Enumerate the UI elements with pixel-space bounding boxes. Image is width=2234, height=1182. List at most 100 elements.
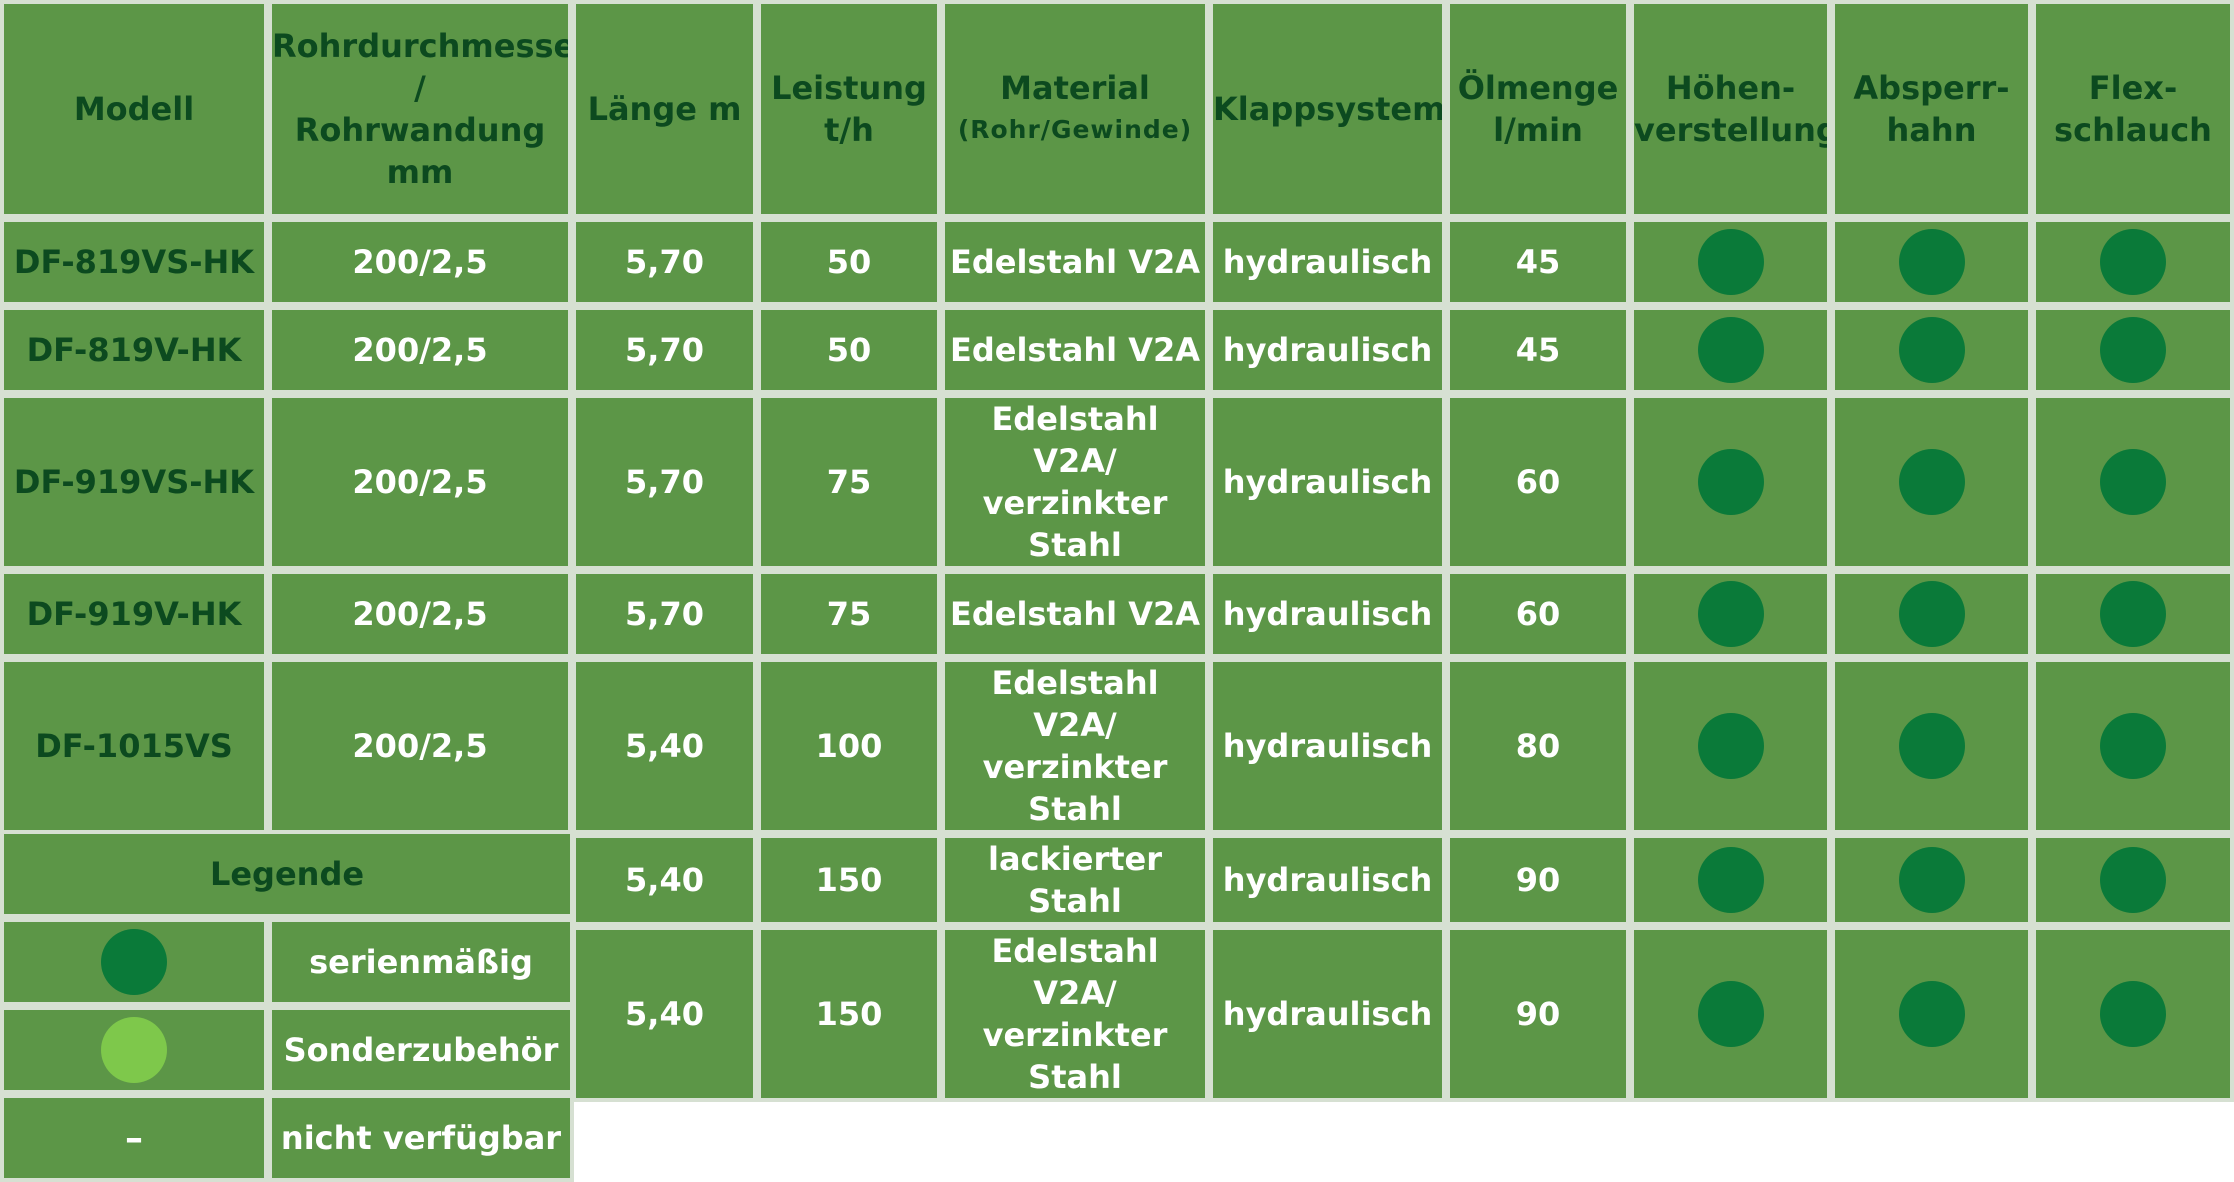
standard-dot-icon — [1898, 713, 1965, 779]
cell-oelmenge: 45 — [1446, 306, 1630, 394]
cell-absperrhahn — [1831, 658, 2032, 834]
header-material: Material (Rohr/Gewinde) — [941, 0, 1209, 218]
cell-klappsystem: hydraulisch — [1209, 570, 1446, 658]
legend-symbol-cell: – — [0, 1094, 268, 1182]
standard-dot-icon — [1697, 713, 1764, 779]
cell-laenge: 5,40 — [572, 926, 757, 1102]
cell-material: Edelstahl V2A/verzinkter Stahl — [941, 658, 1209, 834]
cell-oelmenge: 80 — [1446, 658, 1630, 834]
cell-leistung: 50 — [757, 306, 941, 394]
standard-dot-icon — [1898, 581, 1965, 647]
legend-symbol-cell — [0, 918, 268, 1006]
legend-table: Legende serienmäßig Sonderzubehör – nich… — [0, 830, 574, 1182]
cell-klappsystem: hydraulisch — [1209, 218, 1446, 306]
cell-rohr: 200/2,5 — [268, 218, 572, 306]
header-rohrdurchmesser: Rohrdurchmesser / Rohrwandung mm — [268, 0, 572, 218]
cell-hoehenverstellung — [1630, 834, 1831, 926]
standard-dot-icon — [2100, 981, 2166, 1047]
legend-label-option: Sonderzubehör — [268, 1006, 574, 1094]
cell-klappsystem: hydraulisch — [1209, 394, 1446, 570]
standard-dot-icon — [1697, 229, 1764, 295]
standard-dot-icon — [1898, 981, 1965, 1047]
standard-dot-icon — [1697, 317, 1764, 383]
option-dot-icon — [101, 1017, 167, 1083]
cell-hoehenverstellung — [1630, 658, 1831, 834]
legend-row-standard: serienmäßig — [0, 918, 574, 1006]
cell-leistung: 100 — [757, 658, 941, 834]
standard-dot-icon — [1697, 581, 1764, 647]
cell-laenge: 5,70 — [572, 570, 757, 658]
cell-material: lackierter Stahl — [941, 834, 1209, 926]
cell-modell: DF-819VS-HK — [0, 218, 268, 306]
table-row: DF-1015VS 200/2,5 5,40 100 Edelstahl V2A/ver… — [0, 658, 2234, 834]
standard-dot-icon — [1697, 981, 1764, 1047]
cell-flexschlauch — [2032, 570, 2234, 658]
cell-absperrhahn — [1831, 926, 2032, 1102]
cell-rohr: 200/2,5 — [268, 658, 572, 834]
cell-leistung: 50 — [757, 218, 941, 306]
standard-dot-icon — [1898, 449, 1965, 515]
cell-leistung: 150 — [757, 926, 941, 1102]
header-flexschlauch: Flex- schlauch — [2032, 0, 2234, 218]
standard-dot-icon — [2100, 229, 2166, 295]
table-row: DF-919V-HK 200/2,5 5,70 75 Edelstahl V2A hydr… — [0, 570, 2234, 658]
standard-dot-icon — [2100, 449, 2166, 515]
cell-rohr: 200/2,5 — [268, 394, 572, 570]
standard-dot-icon — [1898, 847, 1965, 913]
cell-laenge: 5,70 — [572, 218, 757, 306]
cell-flexschlauch — [2032, 306, 2234, 394]
cell-klappsystem: hydraulisch — [1209, 658, 1446, 834]
dash-icon: – — [125, 1117, 143, 1159]
table-row: DF-819V-HK 200/2,5 5,70 50 Edelstahl V2A hydr… — [0, 306, 2234, 394]
legend-title-row: Legende — [0, 830, 574, 918]
cell-hoehenverstellung — [1630, 306, 1831, 394]
cell-laenge: 5,40 — [572, 834, 757, 926]
legend-label-unavailable: nicht verfügbar — [268, 1094, 574, 1182]
header-hoehenverstellung: Höhen- verstellung — [1630, 0, 1831, 218]
header-oelmenge: Ölmenge l/min — [1446, 0, 1630, 218]
cell-klappsystem: hydraulisch — [1209, 306, 1446, 394]
cell-flexschlauch — [2032, 394, 2234, 570]
standard-dot-icon — [1697, 449, 1764, 515]
header-row: Modell Rohrdurchmesser / Rohrwandung mm … — [0, 0, 2234, 218]
cell-rohr: 200/2,5 — [268, 306, 572, 394]
standard-dot-icon — [2100, 713, 2166, 779]
cell-laenge: 5,40 — [572, 658, 757, 834]
cell-hoehenverstellung — [1630, 394, 1831, 570]
cell-modell: DF-919VS-HK — [0, 394, 268, 570]
legend-row-unavailable: – nicht verfügbar — [0, 1094, 574, 1182]
legend-label-standard: serienmäßig — [268, 918, 574, 1006]
cell-material: Edelstahl V2A — [941, 570, 1209, 658]
cell-flexschlauch — [2032, 926, 2234, 1102]
cell-hoehenverstellung — [1630, 218, 1831, 306]
cell-modell: DF-919V-HK — [0, 570, 268, 658]
legend-title: Legende — [0, 830, 574, 918]
cell-hoehenverstellung — [1630, 926, 1831, 1102]
cell-laenge: 5,70 — [572, 394, 757, 570]
cell-laenge: 5,70 — [572, 306, 757, 394]
cell-material: Edelstahl V2A/verzinkter Stahl — [941, 394, 1209, 570]
cell-leistung: 75 — [757, 570, 941, 658]
cell-absperrhahn — [1831, 570, 2032, 658]
standard-dot-icon — [101, 929, 167, 995]
cell-oelmenge: 45 — [1446, 218, 1630, 306]
table-row: DF-919VS-HK 200/2,5 5,70 75 Edelstahl V2A/ve… — [0, 394, 2234, 570]
cell-flexschlauch — [2032, 218, 2234, 306]
cell-material: Edelstahl V2A — [941, 218, 1209, 306]
standard-dot-icon — [1898, 317, 1965, 383]
cell-klappsystem: hydraulisch — [1209, 834, 1446, 926]
cell-absperrhahn — [1831, 218, 2032, 306]
legend-symbol-cell — [0, 1006, 268, 1094]
cell-absperrhahn — [1831, 306, 2032, 394]
cell-hoehenverstellung — [1630, 570, 1831, 658]
header-absperrhahn: Absperr- hahn — [1831, 0, 2032, 218]
standard-dot-icon — [1898, 229, 1965, 295]
cell-modell: DF-1015VS — [0, 658, 268, 834]
standard-dot-icon — [2100, 317, 2166, 383]
cell-oelmenge: 90 — [1446, 834, 1630, 926]
cell-leistung: 75 — [757, 394, 941, 570]
cell-rohr: 200/2,5 — [268, 570, 572, 658]
standard-dot-icon — [1697, 847, 1764, 913]
legend-row-option: Sonderzubehör — [0, 1006, 574, 1094]
cell-absperrhahn — [1831, 394, 2032, 570]
